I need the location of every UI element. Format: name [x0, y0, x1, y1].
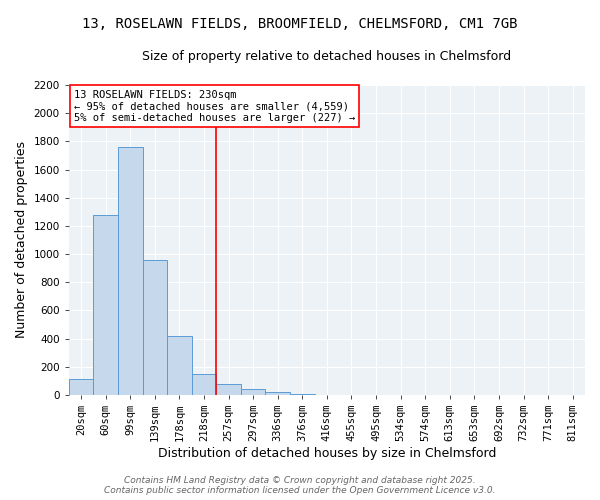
X-axis label: Distribution of detached houses by size in Chelmsford: Distribution of detached houses by size … [158, 447, 496, 460]
Bar [217, 384, 241, 395]
Text: Contains HM Land Registry data © Crown copyright and database right 2025.
Contai: Contains HM Land Registry data © Crown c… [104, 476, 496, 495]
Bar [241, 390, 265, 395]
Y-axis label: Number of detached properties: Number of detached properties [15, 142, 28, 338]
Text: 13 ROSELAWN FIELDS: 230sqm
← 95% of detached houses are smaller (4,559)
5% of se: 13 ROSELAWN FIELDS: 230sqm ← 95% of deta… [74, 90, 355, 123]
Bar [94, 214, 118, 395]
Bar [167, 336, 192, 395]
Bar [192, 374, 217, 395]
Title: Size of property relative to detached houses in Chelmsford: Size of property relative to detached ho… [142, 50, 511, 63]
Bar [69, 380, 94, 395]
Text: 13, ROSELAWN FIELDS, BROOMFIELD, CHELMSFORD, CM1 7GB: 13, ROSELAWN FIELDS, BROOMFIELD, CHELMSF… [82, 18, 518, 32]
Bar [143, 260, 167, 395]
Bar [118, 147, 143, 395]
Bar [265, 392, 290, 395]
Bar [290, 394, 314, 395]
